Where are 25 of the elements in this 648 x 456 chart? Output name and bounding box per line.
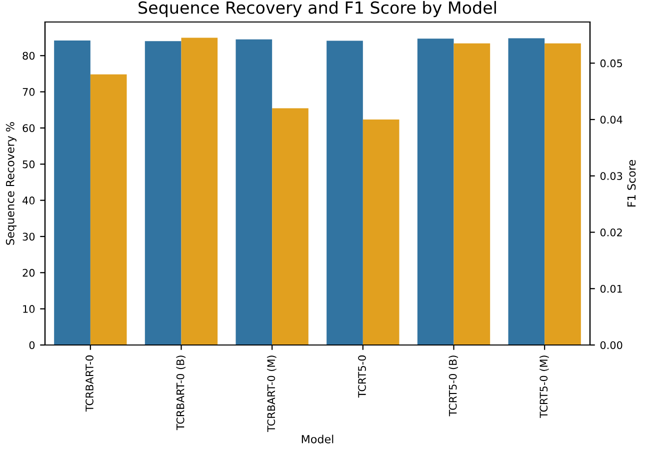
x-axis-title: Model — [302, 434, 334, 444]
y2-tick-label: 0.05 — [600, 59, 622, 68]
y2-tick-label: 0.00 — [600, 341, 622, 350]
y-axis-title: Sequence Recovery % — [6, 122, 16, 245]
y-tick-label: 60 — [22, 124, 35, 132]
y2-tick-label: 0.02 — [600, 228, 622, 236]
y-tick-label: 10 — [23, 305, 35, 313]
y-tick-label: 30 — [22, 232, 35, 241]
y-tick-label: 50 — [22, 160, 35, 168]
x-tick-label: TCRBART-0 — [86, 355, 94, 412]
y-tick-label: 70 — [22, 88, 35, 96]
x-tick-label: TCRBART-0 (B) — [176, 356, 186, 430]
x-tick-label: TCRBART-0 (M) — [267, 356, 276, 432]
y-tick-label: 20 — [22, 268, 35, 277]
x-tick-label: TCRT5-0 (B) — [448, 356, 458, 416]
y2-tick-label: 0.03 — [600, 172, 622, 180]
x-tick-label: TCRT5-0 (M) — [540, 356, 549, 418]
y-tick-label: 80 — [22, 52, 35, 60]
chart-title: Sequence Recovery and F1 Score by Model — [138, 1, 496, 18]
y-tick-label: 0 — [29, 341, 35, 350]
y2-tick-label: 0.04 — [600, 116, 622, 124]
y2-tick-label: 0.01 — [600, 284, 622, 293]
y2-axis-title: F1 Score — [627, 160, 636, 206]
y-tick-label: 40 — [22, 196, 35, 204]
x-tick-label: TCRT5-0 — [358, 355, 366, 398]
